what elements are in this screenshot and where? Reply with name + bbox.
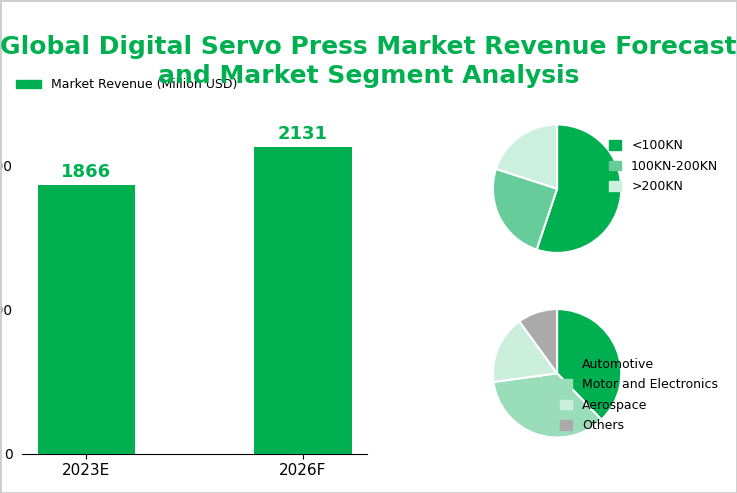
Text: Global Digital Servo Press Market Revenue Forecast
and Market Segment Analysis: Global Digital Servo Press Market Revenu… [0,35,737,88]
Wedge shape [496,125,557,189]
Legend: <100KN, 100KN-200KN, >200KN: <100KN, 100KN-200KN, >200KN [604,135,724,198]
Text: 1866: 1866 [61,163,111,181]
Bar [254,147,352,454]
Text: 2131: 2131 [278,125,328,143]
Legend: Automotive, Motor and Electronics, Aerospace, Others: Automotive, Motor and Electronics, Aeros… [555,353,724,437]
Wedge shape [493,169,557,249]
Wedge shape [520,309,557,373]
Legend: Market Revenue (Million USD): Market Revenue (Million USD) [11,73,242,96]
Wedge shape [494,373,601,437]
Bar [38,185,135,454]
Wedge shape [537,125,621,253]
Text: 55.15%: 55.15% [491,286,543,300]
Wedge shape [557,309,621,420]
Wedge shape [493,321,557,382]
Text: 37.85%: 37.85% [491,463,543,476]
